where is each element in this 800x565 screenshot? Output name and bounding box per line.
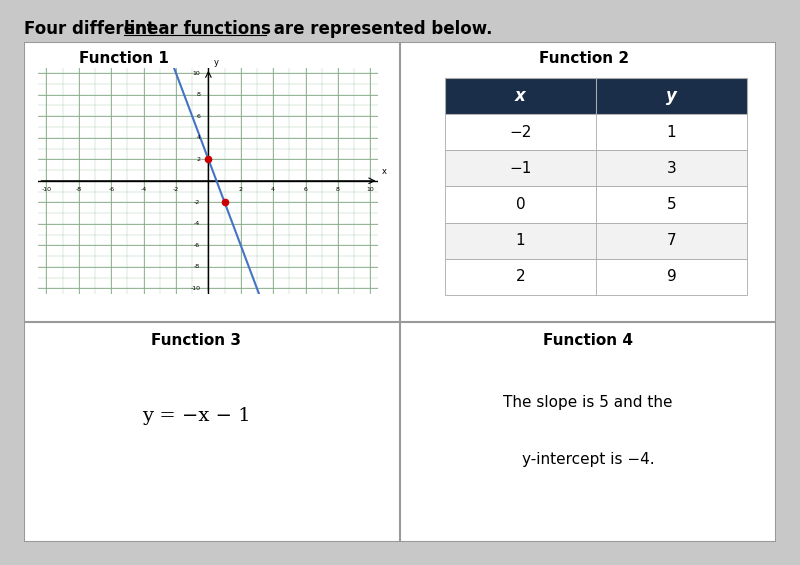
Text: -6: -6	[108, 187, 114, 192]
Text: x: x	[382, 167, 386, 176]
Text: 7: 7	[666, 233, 677, 248]
Text: Function 4: Function 4	[543, 333, 633, 349]
Text: Function 2: Function 2	[539, 51, 629, 66]
Text: -2: -2	[194, 200, 200, 205]
Text: 2: 2	[515, 270, 526, 284]
Bar	[445, 78, 747, 114]
Text: The slope is 5 and the: The slope is 5 and the	[503, 396, 673, 411]
Text: Function 1: Function 1	[79, 51, 169, 66]
Text: 2: 2	[196, 157, 200, 162]
Text: -10: -10	[42, 187, 51, 192]
Text: -6: -6	[194, 243, 200, 248]
Text: 1: 1	[515, 233, 526, 248]
Bar	[445, 223, 747, 259]
Text: 4: 4	[271, 187, 275, 192]
Text: y = −x − 1: y = −x − 1	[142, 407, 250, 425]
Bar	[445, 186, 747, 223]
Text: 4: 4	[196, 135, 200, 140]
Text: 1: 1	[666, 125, 677, 140]
Text: -8: -8	[194, 264, 200, 270]
Text: 9: 9	[666, 270, 677, 284]
Bar	[445, 150, 747, 186]
Text: linear functions: linear functions	[124, 20, 271, 38]
Text: y: y	[214, 58, 218, 67]
Text: −1: −1	[510, 161, 531, 176]
Text: -4: -4	[141, 187, 146, 192]
Text: 6: 6	[197, 114, 200, 119]
Text: -10: -10	[190, 286, 200, 291]
Text: x: x	[515, 87, 526, 105]
Text: 10: 10	[193, 71, 200, 76]
Text: 6: 6	[304, 187, 307, 192]
Text: -8: -8	[76, 187, 82, 192]
Text: 8: 8	[197, 92, 200, 97]
Text: Four different: Four different	[24, 20, 161, 38]
Text: −2: −2	[510, 125, 531, 140]
Bar	[445, 114, 747, 150]
Text: -4: -4	[194, 221, 200, 227]
Text: Function 3: Function 3	[151, 333, 241, 349]
Text: 8: 8	[336, 187, 340, 192]
Text: y: y	[666, 87, 677, 105]
Text: are represented below.: are represented below.	[268, 20, 493, 38]
Text: 3: 3	[666, 161, 677, 176]
Text: 2: 2	[238, 187, 242, 192]
Text: 5: 5	[666, 197, 677, 212]
Bar	[445, 259, 747, 295]
Text: y-intercept is −4.: y-intercept is −4.	[522, 452, 654, 467]
Text: -2: -2	[173, 187, 179, 192]
Text: 0: 0	[515, 197, 526, 212]
Text: 10: 10	[366, 187, 374, 192]
